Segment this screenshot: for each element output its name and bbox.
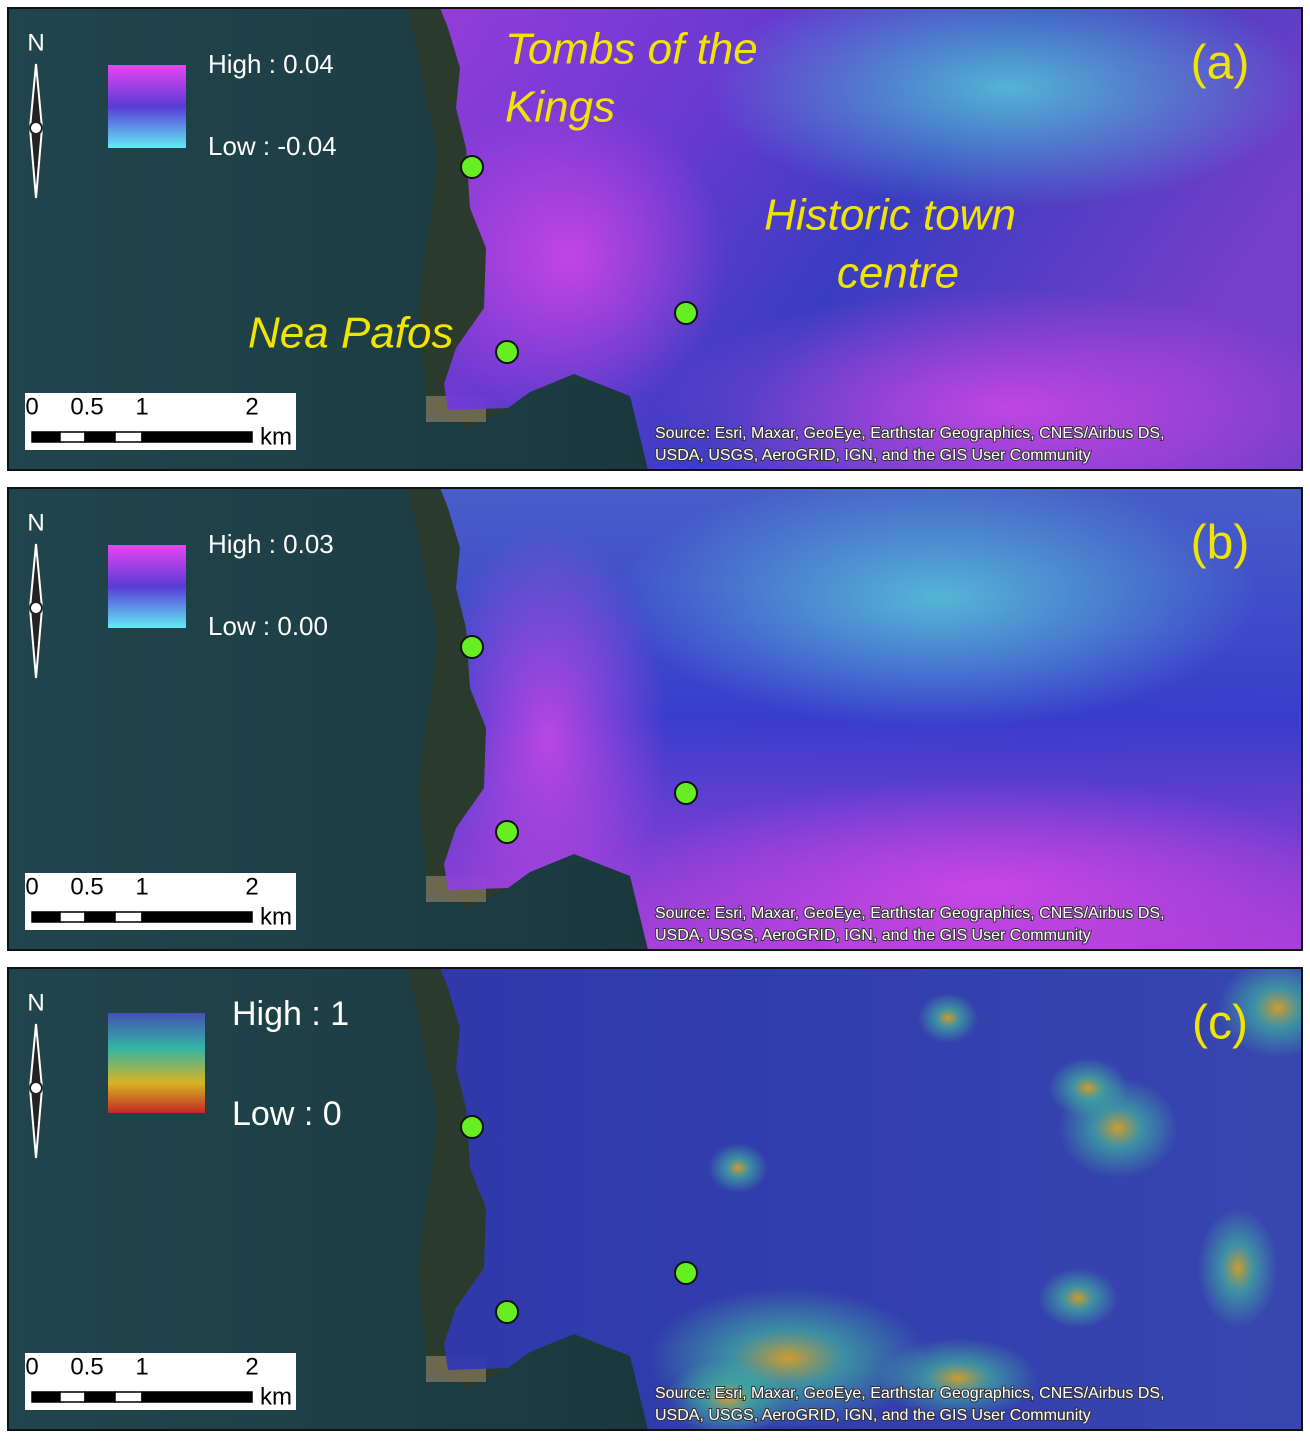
scale-bar-segment bbox=[31, 431, 61, 443]
scale-label: 0.5 bbox=[70, 873, 103, 900]
overlay-zone bbox=[1218, 968, 1302, 1058]
map-panel: N High : 0.03 Low : 0.00 (b) 0 0.5 1 2km Source:… bbox=[7, 487, 1303, 951]
overlay-zone bbox=[878, 1338, 1038, 1418]
map-panel: N High : 1 Low : 0 (c) 0 0.5 1 2km Source: Esri,… bbox=[7, 967, 1303, 1431]
legend-ramp bbox=[108, 545, 186, 628]
overlay-zone bbox=[918, 993, 978, 1043]
place-annotation: Kings bbox=[505, 83, 615, 132]
scale-label: 2 bbox=[245, 873, 258, 900]
scale-bar-segment bbox=[31, 911, 61, 923]
north-arrow-hub bbox=[29, 1081, 43, 1095]
north-label: N bbox=[27, 989, 44, 1016]
scale-label: 1 bbox=[135, 873, 148, 900]
place-annotation: Historic town bbox=[764, 191, 1016, 240]
north-label: N bbox=[27, 509, 44, 536]
panel-frame bbox=[7, 7, 1303, 471]
scale-label: 0 bbox=[25, 393, 38, 420]
overlay-pattern bbox=[648, 968, 1302, 1430]
legend-ramp bbox=[108, 1013, 205, 1113]
north-label: N bbox=[27, 29, 44, 56]
site-marker bbox=[495, 820, 519, 844]
scale-bar-segment bbox=[84, 431, 116, 443]
site-marker bbox=[460, 155, 484, 179]
north-arrow-hub bbox=[29, 601, 43, 615]
overlay-zone bbox=[618, 488, 1258, 728]
site-marker bbox=[674, 1261, 698, 1285]
place-annotation: Nea Pafos bbox=[248, 309, 453, 358]
scale-unit: km bbox=[260, 903, 292, 930]
site-marker bbox=[495, 340, 519, 364]
legend-high: High : 0.04 bbox=[208, 49, 334, 79]
panel-frame bbox=[7, 967, 1303, 1431]
scale-unit: km bbox=[260, 423, 292, 450]
scale-label: 1 bbox=[135, 393, 148, 420]
panel-label: (a) bbox=[1191, 37, 1250, 90]
source-credit: USDA, USGS, AeroGRID, IGN, and the GIS U… bbox=[655, 927, 1091, 944]
scale-label: 0.5 bbox=[70, 393, 103, 420]
site-marker bbox=[674, 781, 698, 805]
scale-bar-segment bbox=[114, 1391, 143, 1403]
site-marker bbox=[495, 1300, 519, 1324]
scale-bar-segment bbox=[59, 431, 86, 443]
overlay-zone bbox=[1198, 1208, 1278, 1328]
place-annotation: centre bbox=[837, 249, 959, 298]
panel-label: (b) bbox=[1191, 517, 1250, 570]
scale-label: 0 bbox=[25, 1353, 38, 1380]
legend-high: High : 0.03 bbox=[208, 529, 334, 559]
overlay-pattern bbox=[440, 8, 1302, 470]
panel-label: (c) bbox=[1192, 997, 1248, 1050]
scale-unit: km bbox=[260, 1383, 292, 1410]
scale-bar-segment bbox=[31, 1391, 61, 1403]
legend-high: High : 1 bbox=[232, 995, 349, 1033]
scale-bar-segment bbox=[114, 431, 143, 443]
overlay-zone bbox=[658, 288, 1302, 470]
overlay-zone bbox=[440, 528, 668, 948]
scale-label: 0.5 bbox=[70, 1353, 103, 1380]
legend-low: Low : 0.00 bbox=[208, 611, 328, 641]
north-arrow-hub bbox=[29, 121, 43, 135]
site-marker bbox=[460, 635, 484, 659]
map-panel: N High : 0.04 Low : -0.04 (a) Tombs of the Ki… bbox=[7, 7, 1303, 471]
scale-label: 2 bbox=[245, 393, 258, 420]
overlay-zone bbox=[668, 1358, 788, 1430]
scale-label: 2 bbox=[245, 1353, 258, 1380]
source-credit: Source: Esri, Maxar, GeoEye, Earthstar G… bbox=[655, 425, 1165, 442]
source-credit: USDA, USGS, AeroGRID, IGN, and the GIS U… bbox=[655, 1407, 1091, 1424]
scale-bar-segment bbox=[141, 431, 253, 443]
legend-low: Low : -0.04 bbox=[208, 131, 337, 161]
site-marker bbox=[674, 301, 698, 325]
scale-bar-segment bbox=[84, 911, 116, 923]
source-credit: Source: Esri, Maxar, GeoEye, Earthstar G… bbox=[655, 905, 1165, 922]
scale-bar-segment bbox=[141, 1391, 253, 1403]
source-credit: USDA, USGS, AeroGRID, IGN, and the GIS U… bbox=[655, 447, 1091, 464]
overlay-zone bbox=[708, 8, 1302, 208]
overlay-zone bbox=[440, 98, 728, 418]
overlay-zone bbox=[608, 778, 1302, 950]
overlay-zone bbox=[1048, 1058, 1128, 1118]
overlay-pattern bbox=[440, 488, 1302, 950]
overlay-zone bbox=[708, 1143, 768, 1193]
scale-label: 1 bbox=[135, 1353, 148, 1380]
scale-bar-segment bbox=[59, 911, 86, 923]
scale-bar-segment bbox=[84, 1391, 116, 1403]
legend-ramp bbox=[108, 65, 186, 148]
scale-bar-segment bbox=[114, 911, 143, 923]
scale-bar-segment bbox=[141, 911, 253, 923]
panel-frame bbox=[7, 487, 1303, 951]
scale-bar-segment bbox=[59, 1391, 86, 1403]
place-annotation: Tombs of the bbox=[505, 25, 758, 74]
legend-low: Low : 0 bbox=[232, 1095, 342, 1133]
overlay-zone bbox=[1038, 1268, 1118, 1328]
source-credit: Source: Esri, Maxar, GeoEye, Earthstar G… bbox=[655, 1385, 1165, 1402]
scale-label: 0 bbox=[25, 873, 38, 900]
site-marker bbox=[460, 1115, 484, 1139]
